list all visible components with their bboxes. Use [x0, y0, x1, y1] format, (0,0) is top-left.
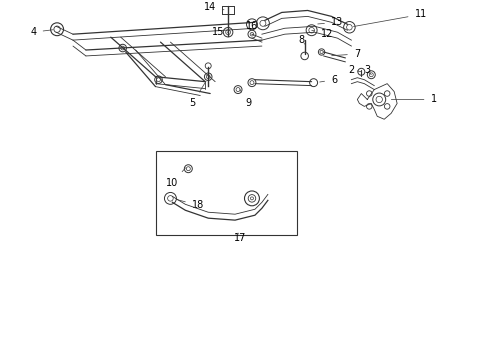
Text: 8: 8 [298, 35, 304, 45]
Text: 17: 17 [233, 233, 246, 243]
Text: 3: 3 [364, 65, 370, 75]
Text: 18: 18 [176, 199, 204, 210]
Text: 2: 2 [347, 65, 361, 75]
Text: 9: 9 [240, 90, 250, 108]
Text: 1: 1 [390, 94, 436, 104]
Text: 14: 14 [203, 3, 224, 13]
Text: 13: 13 [317, 17, 343, 27]
Text: 16: 16 [245, 21, 258, 34]
Text: 15: 15 [211, 27, 227, 37]
Text: 11: 11 [353, 9, 426, 27]
Text: 5: 5 [189, 81, 205, 108]
Text: 10: 10 [166, 168, 185, 188]
Text: 7: 7 [331, 49, 360, 59]
Text: 12: 12 [311, 29, 333, 39]
Bar [155, 151, 296, 235]
Text: 4: 4 [30, 27, 53, 37]
Text: 6: 6 [319, 75, 337, 85]
